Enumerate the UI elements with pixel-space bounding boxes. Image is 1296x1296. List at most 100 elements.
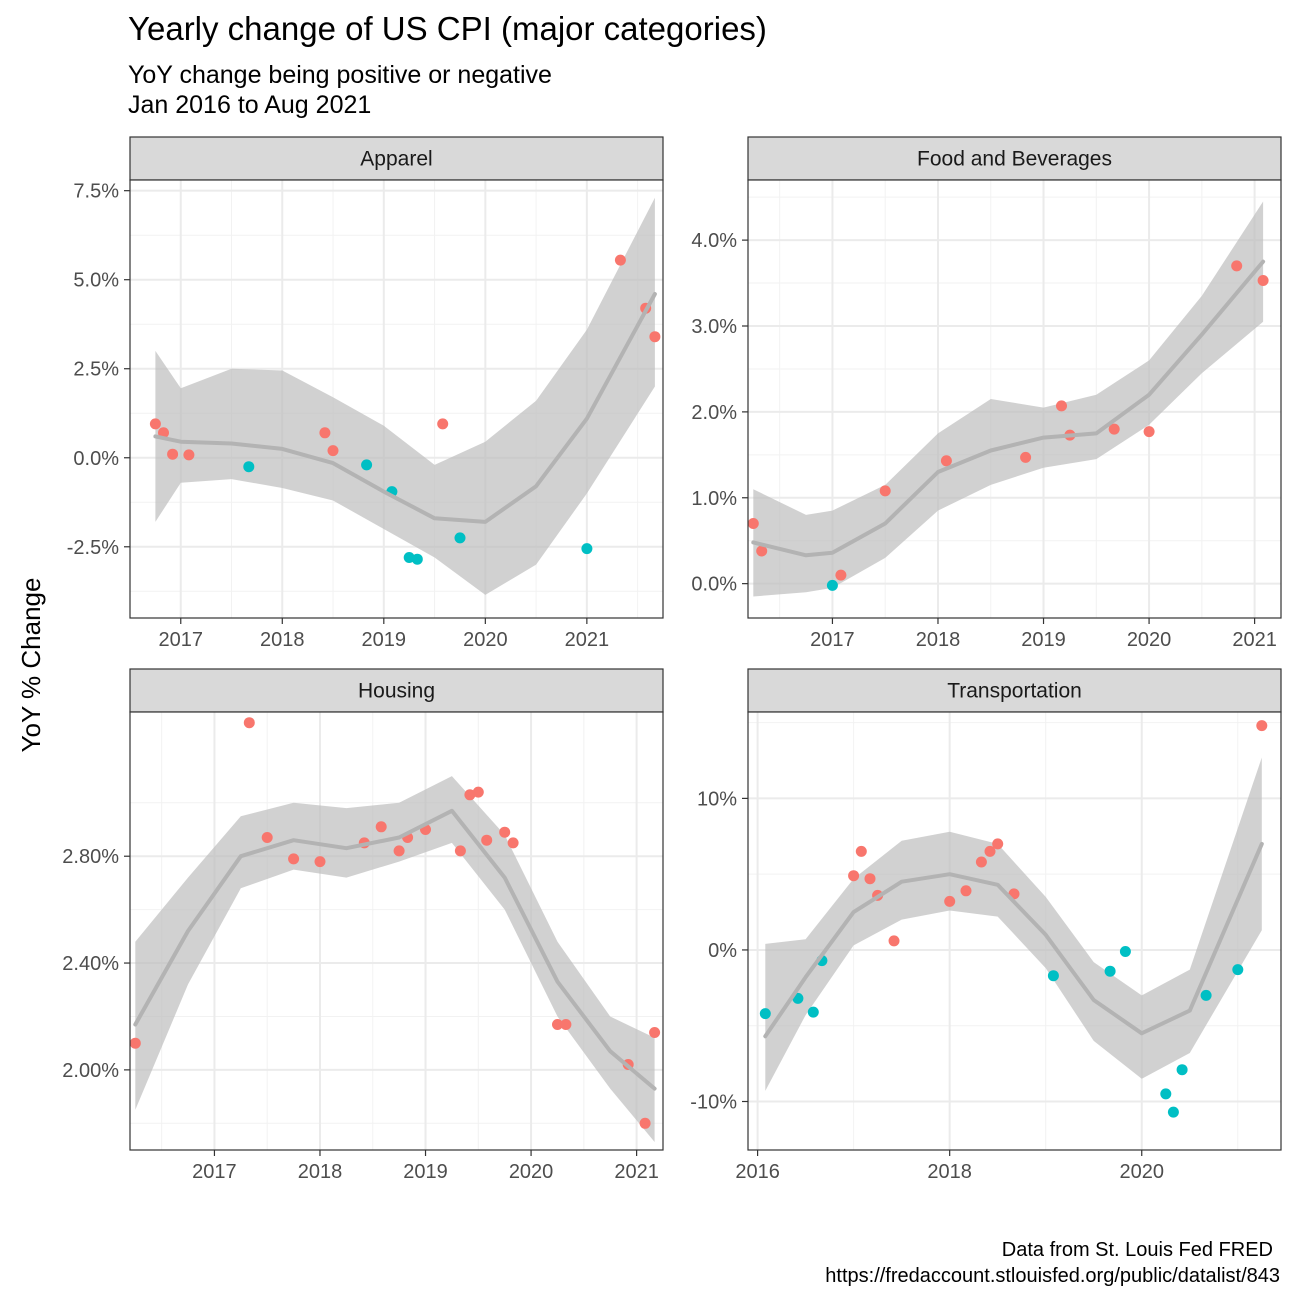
y-tick-label: 2.5%: [73, 359, 119, 381]
data-point: [129, 1037, 141, 1049]
data-point: [1020, 451, 1032, 463]
facet-strip: [129, 668, 664, 713]
data-point: [864, 873, 876, 885]
data-point: [183, 449, 195, 461]
x-tick-label: 2018: [927, 1161, 972, 1183]
panel-background: [130, 712, 663, 1150]
y-tick-label: 4.0%: [691, 230, 737, 252]
data-point: [1160, 1088, 1172, 1100]
facet-strip: [747, 136, 1282, 181]
confidence-ribbon: [765, 757, 1262, 1091]
panel-transportation: Transportation 2016 2018 2020 -10% 0% 10%: [690, 668, 1282, 1183]
y-tick-label: 0.0%: [691, 574, 737, 596]
data-point: [261, 832, 273, 843]
smooth-trend-line: [153, 292, 657, 524]
data-point: [327, 445, 339, 457]
facet-strip-label: Food and Beverages: [917, 148, 1112, 171]
data-point: [649, 331, 661, 343]
data-point: [411, 553, 423, 565]
y-tick-label: 1.0%: [691, 488, 737, 510]
x-tick-label: 2019: [1021, 629, 1066, 651]
y-tick-label: -2.5%: [67, 537, 119, 559]
confidence-ribbon: [155, 197, 655, 595]
data-point: [855, 845, 867, 857]
chart-title: Yearly change of US CPI (major categorie…: [128, 10, 767, 47]
data-point: [848, 870, 860, 882]
data-point: [960, 885, 972, 897]
facet-panels: Apparel 2017 2018 2019 2020 2021 -2.5% 0.0% 2.5%…: [62, 136, 1282, 1183]
facet-strip-label: Apparel: [360, 148, 432, 171]
x-tick-label: 2017: [810, 629, 855, 651]
data-point: [243, 717, 255, 729]
x-tick-label: 2018: [916, 629, 961, 651]
data-point: [1200, 989, 1212, 1001]
data-point: [1256, 720, 1268, 732]
caption-line-1: Data from St. Louis Fed FRED: [1002, 1239, 1273, 1261]
x-tick-label: 2017: [192, 1161, 237, 1183]
data-point: [1119, 946, 1131, 957]
x-tick-label: 2020: [1119, 1161, 1164, 1183]
data-point: [1232, 964, 1244, 976]
data-point: [759, 1008, 771, 1020]
data-point: [649, 1027, 661, 1038]
panel-food-and-beverages: Food and Beverages 2017 2018 2019 2020 2021 0.…: [691, 136, 1282, 651]
y-tick-label: 7.5%: [73, 181, 119, 203]
y-tick-label: 2.00%: [62, 1060, 119, 1082]
confidence-ribbon: [135, 776, 655, 1142]
data-point: [807, 1006, 819, 1018]
panel-border: [129, 179, 664, 619]
facet-strip-label: Housing: [358, 680, 435, 703]
data-point: [1104, 965, 1116, 977]
x-tick-label: 2018: [298, 1161, 343, 1183]
caption-line-2: https://fredaccount.stlouisfed.org/publi…: [825, 1265, 1280, 1287]
data-point: [472, 786, 484, 798]
data-point: [1047, 970, 1059, 982]
data-point: [149, 418, 161, 430]
data-point: [507, 837, 519, 849]
data-point: [1056, 400, 1067, 412]
y-tick-label: 3.0%: [691, 316, 737, 338]
data-point: [944, 895, 956, 907]
data-point: [879, 485, 891, 497]
y-tick-label: 10%: [697, 788, 737, 810]
data-point: [975, 856, 987, 868]
y-tick-label: 0%: [708, 940, 737, 962]
data-point: [1143, 426, 1155, 438]
y-tick-label: 2.80%: [62, 846, 119, 868]
data-point: [1257, 275, 1269, 286]
smooth-trend-line: [763, 841, 1264, 1039]
x-tick-label: 2021: [565, 629, 610, 651]
data-point: [499, 826, 511, 838]
data-point: [361, 459, 373, 471]
data-point: [992, 838, 1004, 850]
data-point: [888, 935, 900, 947]
smooth-trend-line: [751, 259, 1266, 558]
panel-apparel: Apparel 2017 2018 2019 2020 2021 -2.5% 0.0% 2.5%…: [67, 136, 664, 651]
panel-housing: Housing 2017 2018 2019 2020 2021 2.00% 2.40% 2.8…: [62, 668, 664, 1183]
y-tick-label: 2.0%: [691, 402, 737, 424]
data-point: [393, 845, 405, 857]
data-point: [1167, 1106, 1179, 1118]
x-tick-label: 2021: [614, 1161, 659, 1183]
data-point: [581, 543, 593, 555]
data-point: [454, 845, 466, 857]
chart-subtitle-line-1: YoY change being positive or negative: [128, 61, 552, 89]
x-tick-label: 2021: [1232, 629, 1277, 651]
x-tick-label: 2020: [1127, 629, 1172, 651]
confidence-ribbon: [753, 201, 1264, 597]
y-axis-label: YoY % Change: [16, 578, 46, 753]
data-point: [1108, 423, 1120, 435]
x-tick-label: 2018: [260, 629, 305, 651]
data-point: [835, 569, 847, 581]
data-point: [437, 418, 449, 430]
y-tick-label: 2.40%: [62, 953, 119, 975]
x-tick-label: 2019: [362, 629, 407, 651]
smooth-trend-line: [133, 808, 657, 1091]
data-point: [614, 254, 626, 266]
panel-border: [129, 711, 664, 1151]
data-point: [826, 579, 838, 591]
data-point: [243, 461, 255, 473]
data-point: [454, 532, 466, 544]
data-point: [464, 789, 476, 801]
